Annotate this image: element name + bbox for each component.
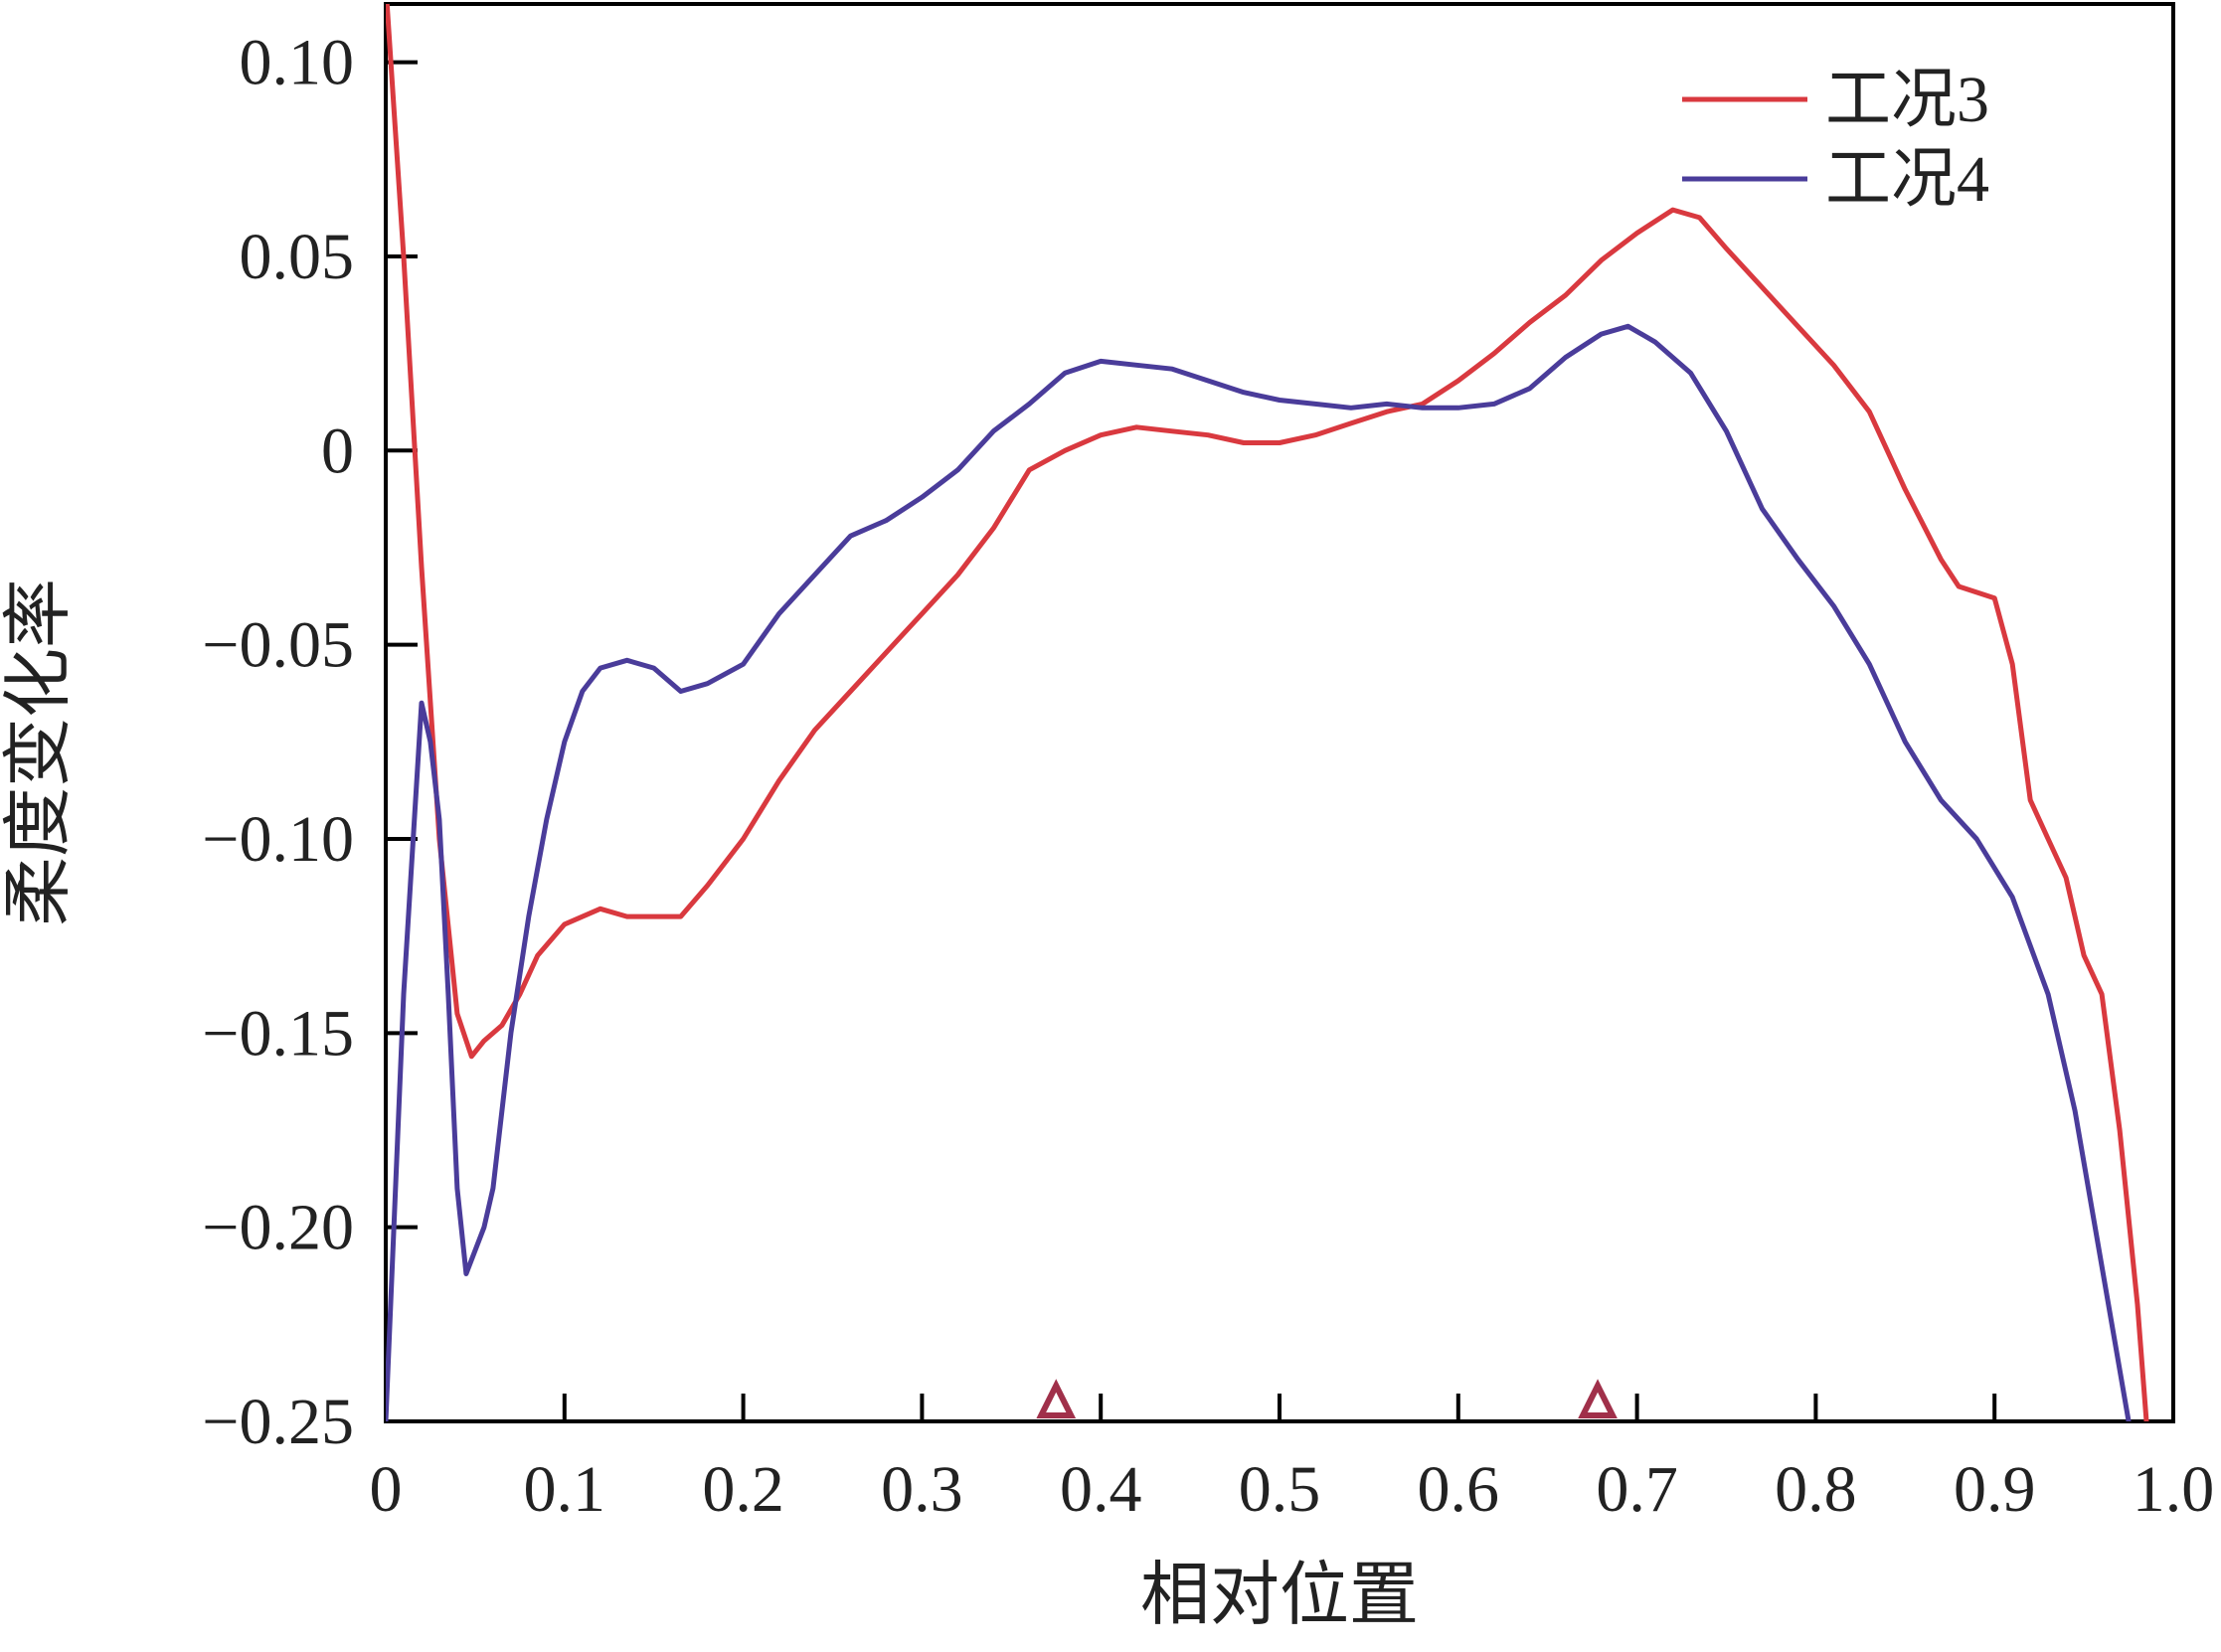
x-axis-title: 相对位置	[1140, 1558, 1419, 1634]
y-tick-label: 0.05	[240, 221, 355, 293]
x-tick-label: 0	[370, 1453, 403, 1526]
y-tick-label: −0.20	[202, 1192, 354, 1264]
y-tick-label: −0.10	[202, 803, 354, 876]
legend-label-1: 工况3	[1825, 64, 1989, 136]
series-layer	[386, 4, 2149, 1421]
x-tick-label: 0.6	[1418, 1453, 1500, 1526]
y-tick-label: −0.15	[202, 997, 354, 1070]
legend-label-2: 工况4	[1825, 143, 1989, 216]
x-tick-label: 0.7	[1596, 1453, 1678, 1526]
y-tick-label: −0.05	[202, 609, 354, 682]
series-line-2	[386, 323, 2132, 1421]
y-tick-label: 0.10	[240, 27, 355, 99]
marker-layer	[1036, 1379, 1618, 1418]
y-tick-label: −0.25	[202, 1386, 354, 1458]
x-tick-label: 0.2	[702, 1453, 784, 1526]
y-axis-title: 柔度变化率	[1, 578, 78, 926]
plot-area-frame	[384, 2, 2175, 1423]
x-tick-label: 1.0	[2133, 1453, 2215, 1526]
x-tick-label: 0.9	[1954, 1453, 2036, 1526]
x-tick-label: 0.3	[881, 1453, 963, 1526]
x-tick-label: 0.8	[1775, 1453, 1857, 1526]
axis-triangle-marker	[1578, 1379, 1618, 1418]
x-tick-label: 0.5	[1239, 1453, 1321, 1526]
x-tick-label: 0.1	[524, 1453, 606, 1526]
axis-triangle-marker	[1036, 1379, 1077, 1418]
x-axis-ticks: 0 0.1 0.2 0.3 0.4 0.5 0.6 0.7 0.8 0.9 1.0	[370, 1394, 2215, 1526]
y-tick-label: 0	[321, 414, 354, 487]
x-tick-label: 0.4	[1060, 1453, 1142, 1526]
series-line-1	[386, 4, 2149, 1421]
y-axis-ticks: 0.10 0.05 0 −0.05 −0.10 −0.15 −0.20 −0.25	[202, 27, 418, 1458]
